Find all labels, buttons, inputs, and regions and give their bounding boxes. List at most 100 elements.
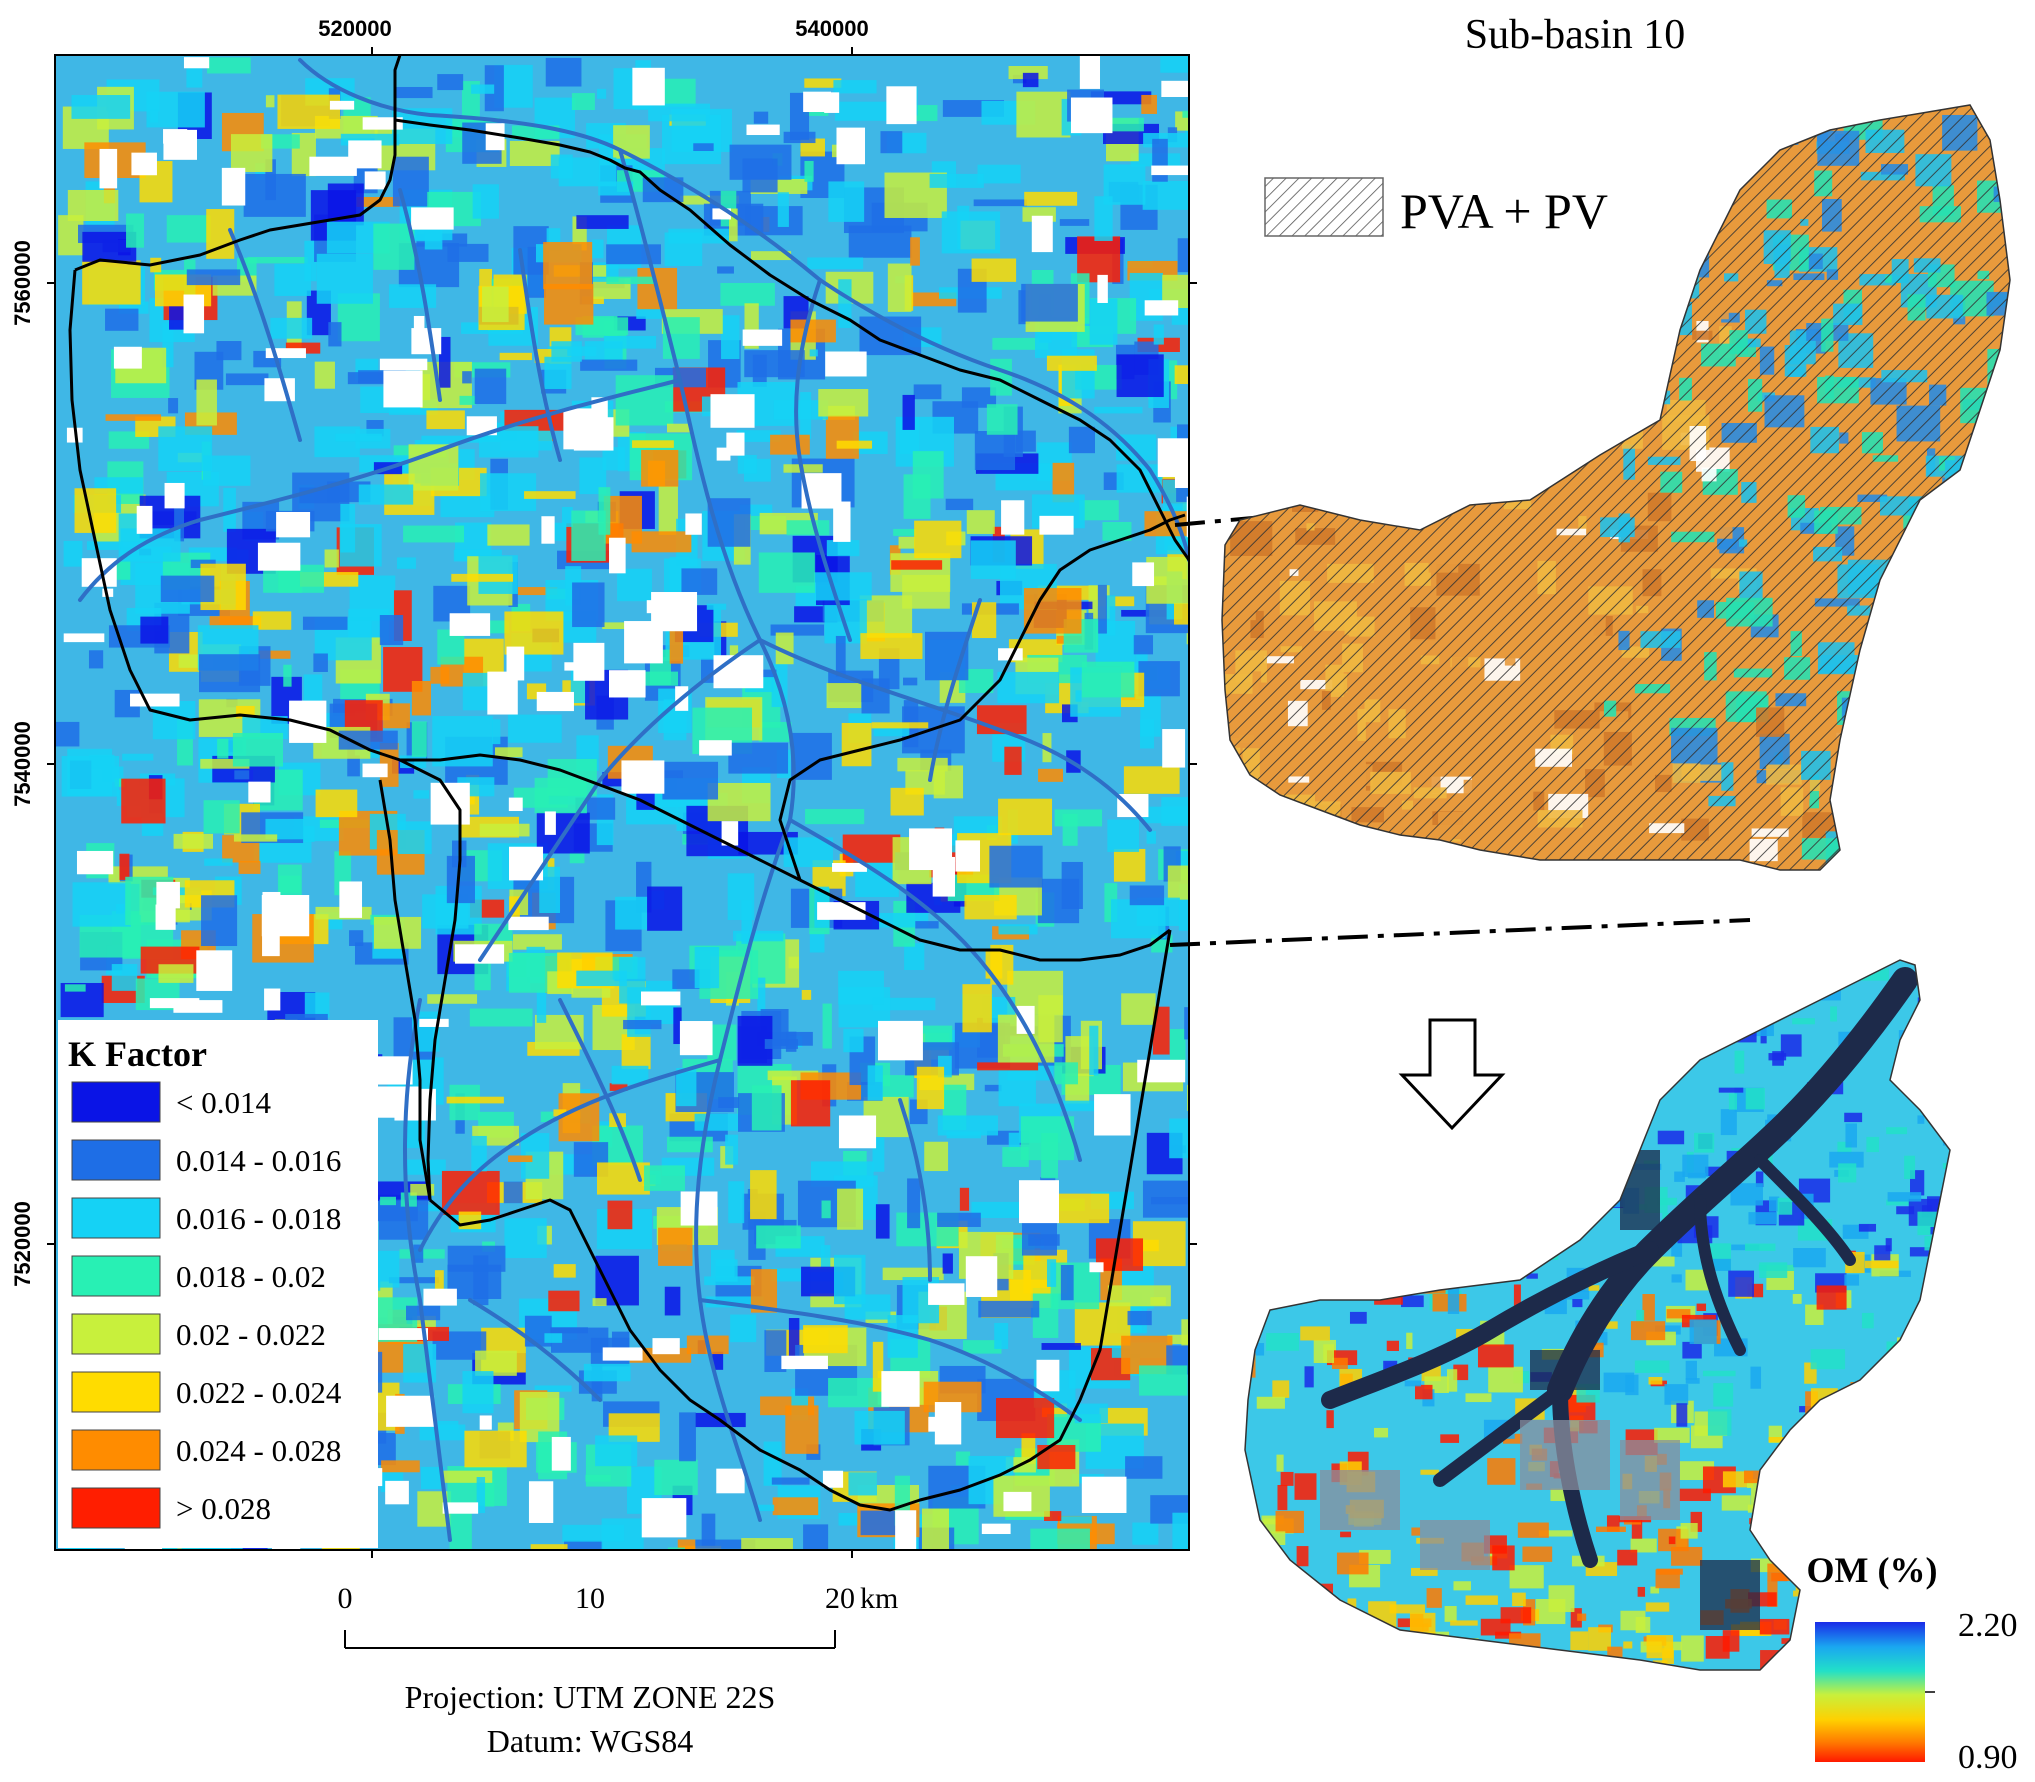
raster-patch [676,1068,697,1107]
raster-patch [962,984,992,1033]
nodata-patch [710,394,755,428]
raster-patch [1188,1293,1189,1319]
inset-raster-patch [1569,291,1584,318]
inset-raster-patch [1699,167,1737,198]
raster-patch [728,742,789,774]
om-raster-patch [1946,1067,1950,1094]
inset-raster-patch [1222,488,1270,497]
raster-patch [564,1540,603,1550]
om-raster-patch [1637,1012,1645,1024]
raster-patch [140,1548,199,1550]
om-raster-patch [1581,1154,1607,1166]
inset-raster-patch [1916,500,1942,525]
inset-raster-patch [2021,589,2035,605]
om-raster-patch [1852,1531,1882,1552]
nodata-patch [836,127,866,165]
raster-patch [809,931,825,953]
raster-patch [550,154,573,179]
nodata-patch [981,1523,1011,1535]
inset-title: Sub-basin 10 [1465,12,1686,58]
raster-patch [469,1008,533,1027]
raster-patch [739,504,773,516]
inset-raster-patch [1584,110,1619,136]
nodata-patch [1186,496,1189,538]
inset-raster-patch [1582,149,1629,185]
nodata-patch [173,1000,223,1013]
raster-patch [770,624,825,636]
raster-patch [544,1333,563,1343]
raster-patch [971,1201,1026,1218]
inset-raster-patch [1811,886,1849,892]
om-raster-patch [1696,1303,1707,1311]
raster-patch [1102,522,1132,541]
om-raster-patch [1371,1001,1398,1011]
om-raster-patch [1940,1190,1950,1214]
raster-patch [924,1141,949,1172]
y-tick-label-7520000: 7520000 [10,1201,35,1287]
om-raster-patch [1588,1627,1612,1651]
raster-patch [1188,106,1189,145]
raster-patch [247,256,308,264]
om-raster-patch [1294,1158,1318,1168]
raster-patch [717,266,734,274]
om-raster-patch [1389,1604,1425,1614]
raster-patch [285,342,321,354]
raster-patch [915,921,939,929]
raster-patch [544,283,594,325]
raster-patch [710,1249,735,1278]
om-raster-patch [1745,1243,1776,1251]
om-raster-patch [1706,960,1716,977]
inset-raster-patch [1499,883,1522,900]
om-raster-patch [1380,1264,1392,1277]
om-raster-patch [1934,1214,1950,1238]
legend-label: 0.02 - 0.022 [176,1317,326,1352]
om-legend: OM (%) 2.20 0.90 [1807,1550,2018,1776]
raster-patch [158,426,213,472]
raster-patch [854,1410,905,1445]
raster-patch [1021,1433,1036,1465]
om-raster-patch [1359,1247,1395,1255]
nodata-patch [1003,1491,1032,1512]
raster-patch [836,440,873,449]
inset-raster-patch [1860,658,1892,668]
om-raster-patch [1664,1384,1689,1405]
raster-patch [1186,628,1189,645]
om-raster-patch [1674,1171,1685,1182]
inset-raster-patch [1346,118,1380,135]
inset-raster-patch [1379,867,1415,870]
raster-patch [64,984,86,992]
raster-patch [1094,196,1113,241]
raster-patch [790,1080,831,1127]
nodata-patch [1018,1180,1059,1224]
nodata-patch [881,1371,920,1407]
om-raster-patch [1728,1270,1755,1297]
raster-patch [801,989,812,1000]
nodata-patch [1097,274,1108,303]
inset-raster-patch [1744,160,1763,168]
om-raster-patch [1838,1163,1857,1183]
raster-patch [821,1200,831,1219]
om-raster-patch [1951,1114,1961,1131]
raster-patch [705,1296,764,1308]
om-raster-patch [1682,1154,1709,1177]
nodata-patch [651,592,698,632]
raster-patch [730,1314,757,1343]
raster-patch [658,1227,693,1266]
om-raster-patch [1888,1390,1918,1402]
raster-patch [1097,596,1135,607]
raster-patch [474,368,507,405]
raster-patch [315,789,358,818]
raster-patch [805,808,865,825]
om-raster-patch [1671,1274,1682,1283]
raster-patch [1081,661,1135,698]
raster-patch [887,263,912,312]
nodata-patch [742,329,783,346]
nodata-patch [685,513,702,535]
om-raster-patch [1848,1505,1860,1522]
raster-patch [447,243,489,262]
nodata-patch [713,655,764,689]
om-raster-patch [1642,1294,1655,1321]
raster-patch [1140,693,1161,737]
raster-patch [1037,1444,1076,1470]
om-raster-patch [1381,1153,1408,1163]
